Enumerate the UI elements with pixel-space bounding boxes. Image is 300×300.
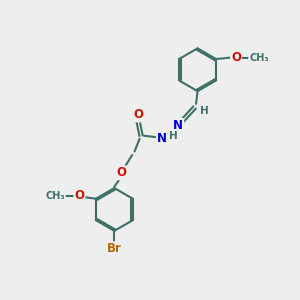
Text: O: O: [133, 108, 143, 122]
Text: H: H: [169, 131, 178, 141]
Text: O: O: [231, 51, 241, 64]
Text: N: N: [173, 119, 183, 132]
Text: O: O: [117, 167, 127, 179]
Text: CH₃: CH₃: [249, 52, 269, 63]
Text: H: H: [200, 106, 208, 116]
Text: O: O: [74, 189, 85, 202]
Text: N: N: [157, 132, 167, 145]
Text: CH₃: CH₃: [45, 191, 65, 201]
Text: Br: Br: [107, 242, 122, 255]
